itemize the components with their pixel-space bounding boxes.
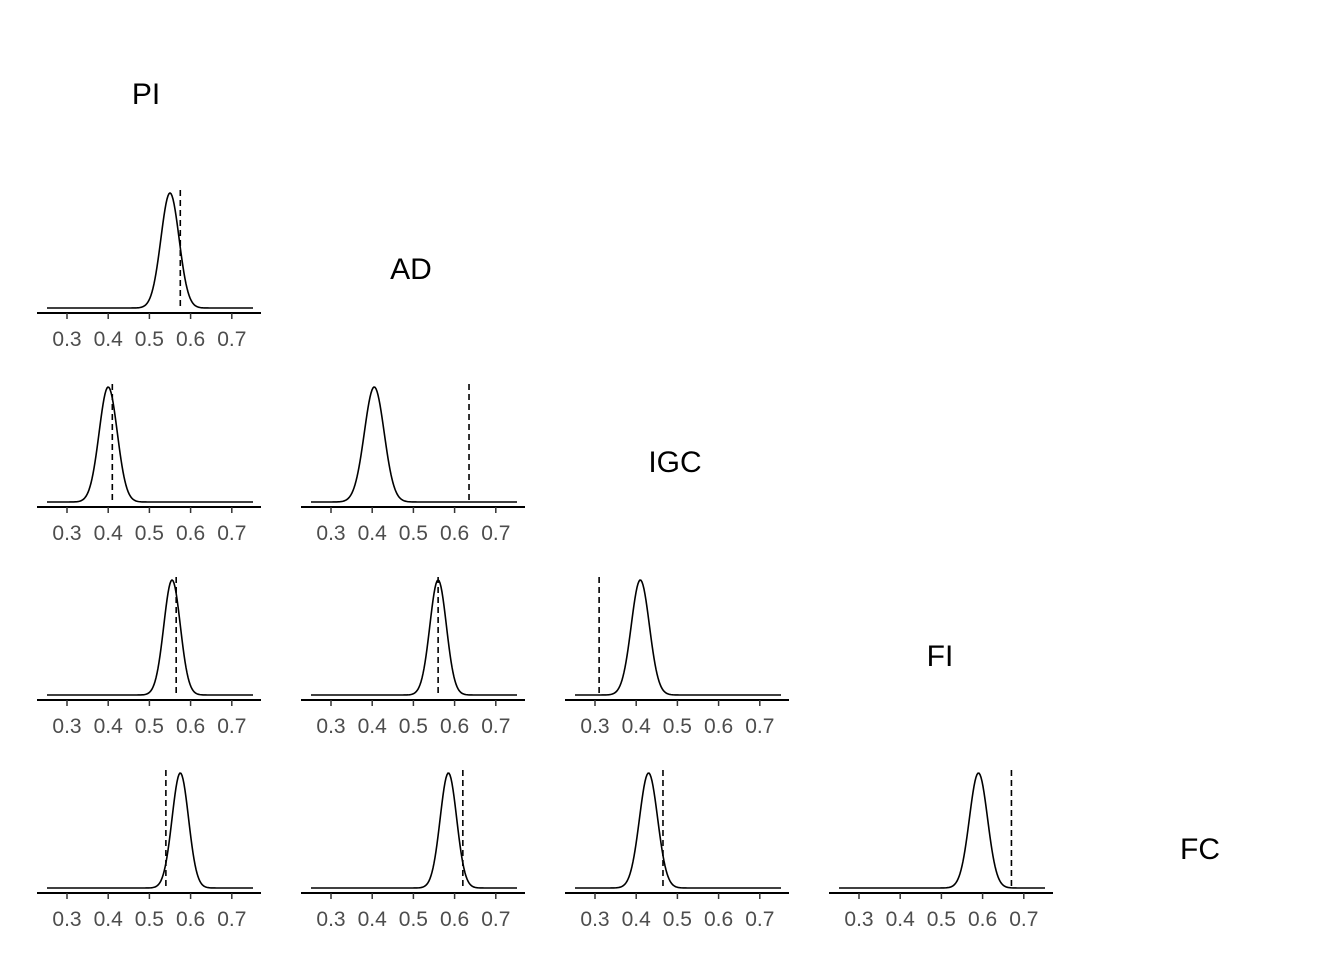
panel-fi-ad: 0.3 0.4 0.5 0.6 0.7 [301, 577, 525, 738]
x-tick-label: 0.3 [52, 715, 81, 738]
x-tick-label: 0.5 [927, 908, 956, 931]
x-tick-label: 0.3 [52, 908, 81, 931]
density-curve [311, 772, 517, 889]
x-tick-label: 0.6 [968, 908, 997, 931]
panel-fi-igc: 0.3 0.4 0.5 0.6 0.7 [565, 577, 789, 738]
variable-label-pi: PI [131, 78, 161, 111]
x-tick-label: 0.7 [217, 328, 246, 351]
x-tick-label: 0.6 [440, 522, 469, 545]
panel-fc-igc: 0.3 0.4 0.5 0.6 0.7 [565, 770, 789, 931]
x-tick-label: 0.6 [176, 328, 205, 351]
x-tick-label: 0.7 [745, 715, 774, 738]
x-tick-label: 0.5 [135, 328, 164, 351]
x-tick-label: 0.4 [94, 328, 124, 351]
x-tick-label: 0.4 [94, 715, 124, 738]
x-tick-label: 0.3 [580, 715, 609, 738]
x-tick-label: 0.7 [481, 715, 510, 738]
x-tick-label: 0.3 [844, 908, 873, 931]
panel-fc-fi: 0.3 0.4 0.5 0.6 0.7 [829, 770, 1053, 931]
x-tick-label: 0.7 [217, 522, 246, 545]
x-tick-label: 0.3 [316, 908, 345, 931]
x-tick-label: 0.3 [580, 908, 609, 931]
density-curve [47, 386, 253, 503]
x-tick-label: 0.6 [176, 715, 205, 738]
x-tick-label: 0.5 [663, 715, 692, 738]
x-tick-label: 0.4 [94, 522, 124, 545]
panel-ad-pi: 0.3 0.4 0.5 0.6 0.7 [37, 190, 261, 351]
x-tick-label: 0.4 [358, 908, 388, 931]
x-tick-label: 0.5 [135, 715, 164, 738]
density-curve [575, 579, 781, 696]
density-curve [839, 772, 1045, 889]
x-tick-label: 0.5 [399, 908, 428, 931]
x-tick-label: 0.5 [135, 908, 164, 931]
density-curve [311, 578, 517, 696]
x-tick-label: 0.5 [663, 908, 692, 931]
x-tick-label: 0.7 [745, 908, 774, 931]
x-tick-label: 0.3 [52, 522, 81, 545]
x-tick-label: 0.4 [358, 715, 388, 738]
x-tick-label: 0.7 [1009, 908, 1038, 931]
panel-fc-pi: 0.3 0.4 0.5 0.6 0.7 [37, 770, 261, 931]
density-curve [47, 772, 253, 889]
variable-label-fc: FC [1180, 833, 1220, 866]
x-tick-label: 0.7 [481, 522, 510, 545]
x-tick-label: 0.7 [217, 715, 246, 738]
x-tick-label: 0.4 [622, 715, 652, 738]
density-curve [575, 772, 781, 889]
x-tick-label: 0.5 [135, 522, 164, 545]
x-tick-label: 0.4 [358, 522, 388, 545]
x-tick-label: 0.5 [399, 522, 428, 545]
panel-igc-ad: 0.3 0.4 0.5 0.6 0.7 [301, 384, 525, 545]
x-tick-label: 0.6 [440, 908, 469, 931]
x-tick-label: 0.6 [704, 715, 733, 738]
panel-fi-pi: 0.3 0.4 0.5 0.6 0.7 [37, 577, 261, 738]
panel-igc-pi: 0.3 0.4 0.5 0.6 0.7 [37, 384, 261, 545]
density-curve [47, 192, 253, 309]
variable-label-igc: IGC [648, 446, 702, 479]
x-tick-label: 0.3 [316, 522, 345, 545]
x-tick-label: 0.6 [176, 908, 205, 931]
x-tick-label: 0.3 [52, 328, 81, 351]
x-tick-label: 0.3 [316, 715, 345, 738]
density-curve [47, 578, 253, 696]
x-tick-label: 0.6 [440, 715, 469, 738]
x-tick-label: 0.4 [886, 908, 916, 931]
variable-label-ad: AD [390, 253, 432, 286]
x-tick-label: 0.7 [481, 908, 510, 931]
x-tick-label: 0.7 [217, 908, 246, 931]
x-tick-label: 0.4 [622, 908, 652, 931]
density-curve [311, 386, 517, 503]
x-tick-label: 0.5 [399, 715, 428, 738]
x-tick-label: 0.4 [94, 908, 124, 931]
panel-fc-ad: 0.3 0.4 0.5 0.6 0.7 [301, 770, 525, 931]
x-tick-label: 0.6 [176, 522, 205, 545]
variable-label-fi: FI [926, 640, 954, 673]
x-tick-label: 0.6 [704, 908, 733, 931]
